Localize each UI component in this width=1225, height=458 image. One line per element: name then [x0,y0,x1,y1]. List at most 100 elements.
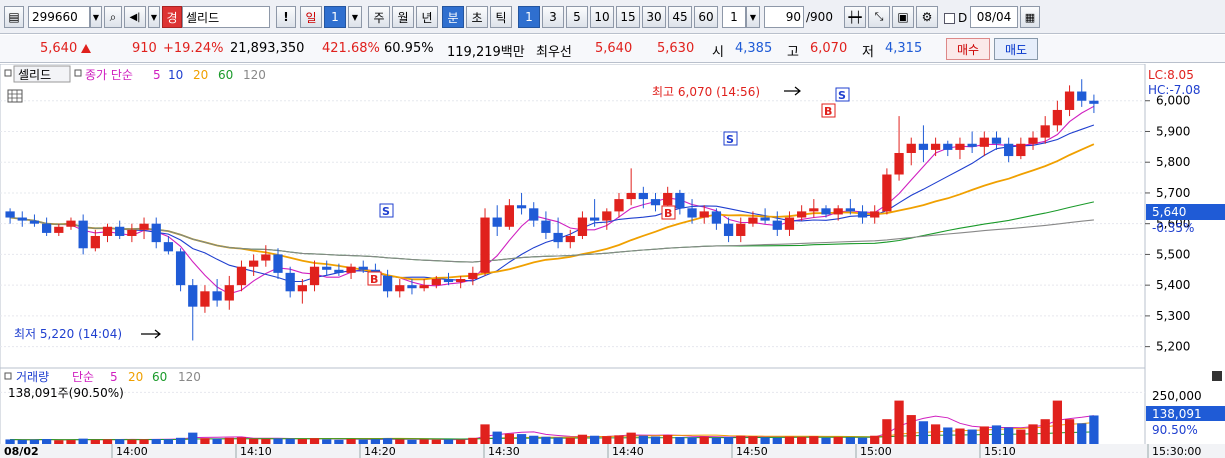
ma-120-line [10,216,1094,263]
best-bid: 5,630 [657,41,695,56]
vol-current-pct: 90.50% [1152,423,1198,437]
volume-bar [723,436,734,444]
stock-chart[interactable]: 5,200 5,300 5,400 5,500 5,600 5,700 5,800 5,900… [0,64,1225,458]
candle-body [273,254,283,273]
candle-body [516,205,527,209]
volume-bar [930,424,941,444]
volume-bar [650,436,661,444]
search-icon[interactable]: ⌕ [104,6,122,28]
tab-year[interactable]: 년 [416,6,438,28]
candle-body [638,192,648,200]
price-panel [0,64,1146,369]
total-volume: 21,893,350 [230,41,305,56]
ma-5: 5 [153,68,161,82]
prev-next-icon[interactable]: ◀| [124,6,146,28]
candle-body [577,217,588,236]
time-label: 14:10 [240,445,272,458]
day-dropdown-icon[interactable]: ▼ [348,6,362,28]
sell-signal-icon: S [379,203,394,218]
volume-bar [663,434,673,444]
volume-bar [1028,424,1038,444]
tab-tick[interactable]: 틱 [490,6,512,28]
panel-box-icon[interactable] [4,69,12,77]
tab-day[interactable]: 일 [300,6,322,28]
current-price: 5,640 [40,41,92,56]
interval-10[interactable]: 10 [590,6,614,28]
count-input[interactable]: 90 [764,6,804,28]
high-annotation: 최고 6,070 (14:56) [652,85,760,99]
period-dropdown-icon[interactable]: ▼ [746,6,760,28]
calendar-icon[interactable]: ▦ [1020,6,1040,28]
volume-bar [845,437,855,444]
candle-body [334,269,344,273]
candle-body [443,279,454,283]
date-input[interactable]: 08/04 [970,6,1018,28]
vol-panel-close-icon[interactable] [1212,371,1222,381]
interval-3[interactable]: 3 [542,6,564,28]
buy-button[interactable]: 매수 [946,38,990,60]
stock-code-input[interactable] [28,6,90,28]
d-checkbox-group[interactable]: D [944,11,967,25]
stock-code-field[interactable] [29,7,89,27]
interval-5[interactable]: 5 [566,6,588,28]
quote-bar: 5,640 910 +19.24% 21,893,350 421.68% 60.… [0,35,1225,63]
history-dropdown-icon[interactable]: ▼ [148,6,160,28]
volume-bar [431,439,441,444]
candle-body [78,220,88,249]
data-table-icon[interactable] [7,89,23,103]
day-period-value[interactable]: 1 [324,6,346,28]
interval-45[interactable]: 45 [668,6,692,28]
svg-text:S: S [382,205,390,218]
volume-bar [918,421,929,444]
buy-signal-icon: B [367,271,382,286]
high-price: 6,070 [810,41,848,56]
panel-title-box[interactable] [13,65,71,83]
vol-ma-5: 5 [110,370,118,384]
volume-bar [261,439,271,444]
candle-type-icon[interactable]: ┿┿ [844,6,866,28]
candle-body [906,143,916,153]
code-dropdown-icon[interactable]: ▼ [90,6,102,28]
chart-icon[interactable]: ▤ [4,6,24,28]
period-input[interactable]: 1 [722,6,746,28]
interval-15[interactable]: 15 [616,6,640,28]
interval-1[interactable]: 1 [518,6,540,28]
candle-body [102,226,113,236]
ma-60: 60 [218,68,233,82]
volume-bar [17,439,27,444]
volume-bar [711,437,722,444]
volume-bar [322,439,332,444]
candle-body [1064,91,1075,110]
low-price: 4,315 [885,41,923,56]
candle-body [943,143,953,150]
draw-tool-icon[interactable]: ⤡ [868,6,890,28]
vol-title: 거래량 [16,370,49,384]
candle-body [797,211,807,218]
candle-body [504,205,515,227]
candle-body [845,208,855,212]
save-icon[interactable]: ▣ [892,6,914,28]
ma-10-line [10,124,1095,283]
volume-bar [529,435,539,444]
tab-minute[interactable]: 분 [442,6,464,28]
volume-bar [967,429,977,444]
interval-30[interactable]: 30 [642,6,666,28]
volume-bar [175,437,186,444]
gear-icon[interactable]: ⚙ [916,6,938,28]
vol-box-icon[interactable] [4,372,12,380]
interval-60[interactable]: 60 [694,6,718,28]
candle-body [5,211,15,218]
alert-button[interactable]: ! [276,6,296,28]
tab-week[interactable]: 주 [368,6,390,28]
candle-body [297,285,307,292]
stock-name[interactable]: 셀리드 [182,6,270,28]
volume-bar [492,431,502,444]
low-label: 저 [862,45,874,60]
axis-date: 08/02 [4,445,39,458]
ma-box-icon[interactable] [74,69,82,77]
d-checkbox[interactable] [944,12,955,24]
moving-average-lines [9,105,1095,295]
tab-second[interactable]: 초 [466,6,488,28]
tab-month[interactable]: 월 [392,6,414,28]
sell-button[interactable]: 매도 [994,38,1038,60]
